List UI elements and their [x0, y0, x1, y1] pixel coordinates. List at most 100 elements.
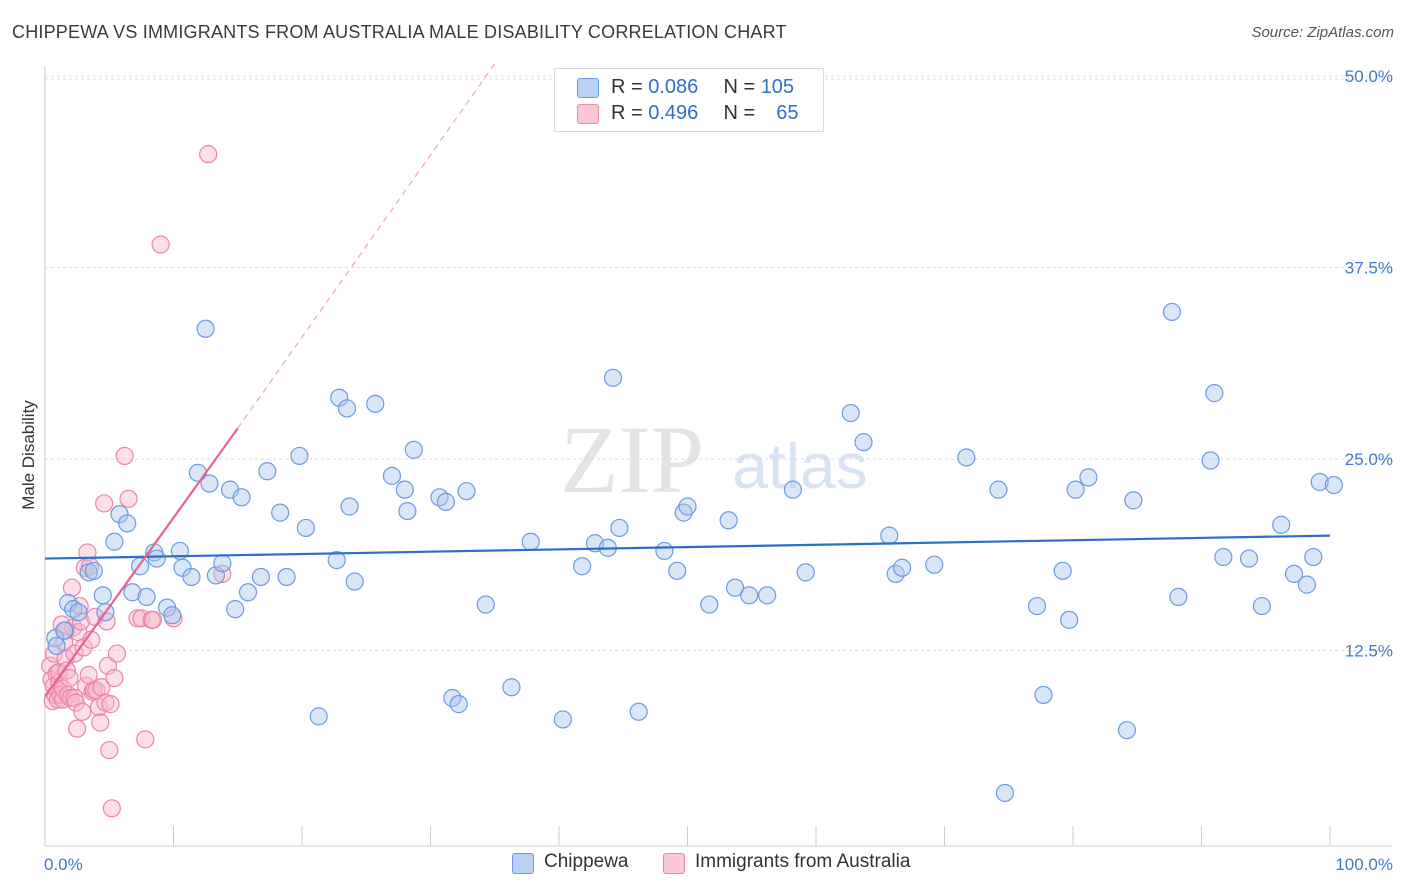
point-chippewa	[238, 583, 258, 602]
point-australia	[213, 564, 232, 584]
point-chippewa	[1169, 587, 1188, 606]
legend-label-australia: Immigrants from Australia	[695, 851, 911, 872]
point-chippewa	[1162, 302, 1182, 322]
point-chippewa	[1205, 384, 1224, 403]
point-chippewa	[1214, 547, 1233, 567]
point-australia	[92, 678, 111, 697]
point-chippewa	[603, 368, 623, 387]
point-australia	[60, 668, 79, 688]
source-credit: Source: ZipAtlas.com	[1251, 24, 1394, 41]
point-chippewa	[678, 497, 697, 516]
point-australia	[89, 698, 109, 717]
trend-line-australia-extension	[237, 63, 496, 429]
point-australia	[115, 446, 134, 466]
correlation-legend: R = 0.086 N = 105 R = 0.496 N = 65	[554, 68, 824, 132]
legend-label-chippewa: Chippewa	[544, 851, 629, 872]
point-chippewa	[345, 572, 364, 591]
point-australia	[164, 609, 183, 628]
series-immigrants-australia	[41, 145, 232, 818]
point-chippewa	[182, 567, 201, 587]
legend-r-label: R =	[611, 102, 643, 124]
point-chippewa	[93, 586, 112, 605]
point-chippewa	[796, 563, 815, 582]
point-chippewa	[629, 702, 648, 721]
point-chippewa	[1272, 515, 1291, 534]
legend-r-label: R =	[611, 76, 643, 98]
point-chippewa	[841, 403, 860, 423]
point-chippewa	[892, 558, 912, 577]
point-chippewa	[1066, 480, 1085, 499]
legend-r-value: 0.496	[648, 102, 699, 124]
point-australia	[68, 719, 87, 738]
point-chippewa	[1117, 721, 1137, 740]
point-chippewa	[196, 319, 215, 338]
point-chippewa	[395, 480, 414, 499]
point-chippewa	[1079, 468, 1098, 487]
point-australia	[91, 713, 110, 732]
point-australia	[143, 610, 163, 629]
legend-n-label: N =	[723, 76, 756, 98]
x-tick-label: 0.0%	[44, 855, 83, 874]
legend-n-value: 65	[776, 102, 799, 124]
point-australia	[79, 665, 98, 685]
point-chippewa	[719, 511, 738, 530]
point-chippewa	[55, 621, 74, 640]
point-chippewa	[1124, 491, 1143, 510]
point-chippewa	[700, 595, 719, 614]
point-chippewa	[854, 433, 873, 452]
x-tick-label: 100.0%	[1335, 855, 1393, 874]
y-tick-label: 25.0%	[1345, 450, 1393, 469]
point-chippewa	[64, 600, 83, 619]
legend-swatch-blue	[512, 853, 534, 874]
point-chippewa	[309, 707, 328, 726]
legend-r-value: 0.086	[648, 76, 699, 98]
point-australia	[100, 740, 119, 760]
point-australia	[151, 235, 170, 254]
point-chippewa	[995, 783, 1014, 803]
point-chippewa	[740, 586, 759, 605]
point-chippewa	[1027, 596, 1047, 616]
point-chippewa	[337, 399, 357, 418]
point-chippewa	[366, 394, 385, 413]
trend-line-chippewa	[44, 534, 1331, 560]
point-chippewa	[502, 678, 521, 697]
point-chippewa	[47, 636, 66, 656]
point-chippewa	[725, 578, 745, 597]
y-tick-label: 12.5%	[1345, 642, 1393, 661]
point-chippewa	[1060, 610, 1079, 629]
point-australia	[128, 609, 147, 628]
point-chippewa	[783, 480, 802, 499]
point-chippewa	[989, 480, 1008, 499]
point-chippewa	[1324, 475, 1343, 495]
point-chippewa	[296, 518, 315, 538]
point-chippewa	[232, 488, 251, 507]
point-chippewa	[573, 557, 592, 576]
point-chippewa	[69, 603, 88, 622]
point-chippewa	[277, 567, 296, 587]
watermark-zip: ZIP	[560, 406, 704, 513]
legend-n-label: N =	[723, 102, 756, 124]
y-axis-label: Male Disability	[19, 400, 38, 510]
point-australia	[119, 489, 138, 508]
point-chippewa	[1252, 596, 1271, 616]
point-chippewa	[1310, 472, 1329, 492]
point-australia	[74, 638, 93, 657]
point-australia	[73, 702, 92, 721]
y-tick-label: 50.0%	[1345, 67, 1393, 86]
point-chippewa	[925, 555, 944, 574]
point-chippewa	[137, 587, 156, 606]
point-chippewa	[1284, 564, 1304, 584]
trend-line-australia	[44, 427, 239, 698]
point-chippewa	[105, 532, 124, 551]
point-australia	[105, 668, 124, 688]
point-australia	[62, 578, 82, 597]
tick-labels: 12.5% 25.0% 37.5% 50.0% 0.0% 100.0%	[44, 67, 1393, 874]
point-chippewa	[1053, 561, 1072, 580]
legend-swatch-pink	[663, 853, 685, 874]
point-australia	[95, 494, 114, 513]
axes	[44, 66, 1392, 847]
point-chippewa	[457, 482, 476, 501]
point-chippewa	[521, 532, 540, 551]
point-chippewa	[1239, 549, 1259, 568]
